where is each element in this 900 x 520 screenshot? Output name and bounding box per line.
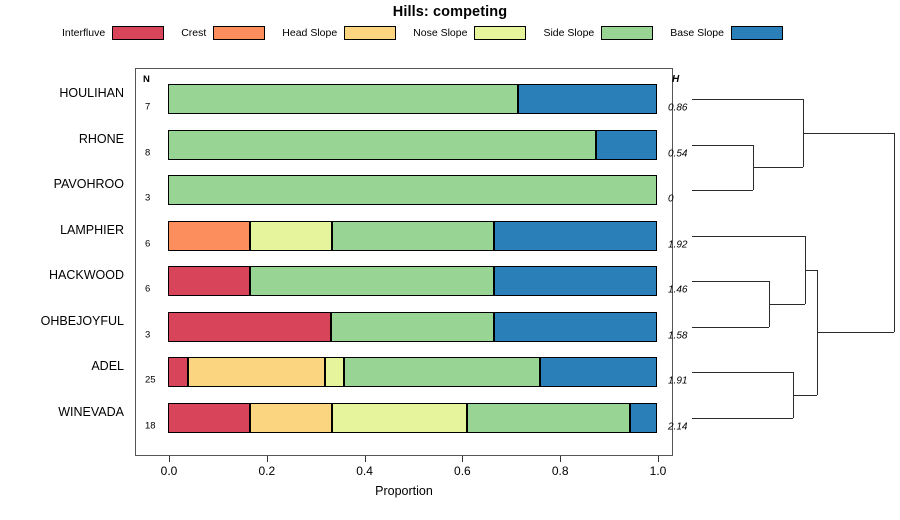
legend-item: Nose Slope [413, 26, 527, 40]
x-axis-tick [364, 456, 366, 462]
n-value: 3 [145, 329, 151, 340]
dendrogram [690, 68, 900, 456]
x-axis-tick-label: 0.6 [454, 464, 471, 478]
dendrogram-link [692, 281, 769, 283]
x-axis-tick [462, 456, 464, 462]
y-axis-label: WINEVADA [58, 404, 124, 419]
x-axis-tick-label: 0.8 [551, 464, 569, 478]
x-axis-tick-label: 0.4 [356, 464, 373, 478]
legend-item: Side Slope [543, 26, 654, 40]
n-value: 25 [145, 374, 156, 386]
h-value: 0 [668, 193, 674, 205]
y-axis-label: HACKWOOD [49, 268, 124, 282]
legend-item-label: Nose Slope [413, 27, 468, 39]
n-column: N 7 8 3 6 6 3 25 18 [135, 68, 169, 456]
x-axis: 0.0 0.2 0.4 0.6 0.8 1.0 [135, 456, 673, 496]
n-value: 7 [145, 101, 151, 113]
legend-item: Head Slope [282, 26, 397, 40]
x-axis-tick-label: 0.0 [160, 464, 178, 478]
legend-swatch [601, 26, 654, 40]
dendrogram-link [692, 99, 804, 101]
n-value: 6 [145, 238, 151, 249]
dendrogram-link [768, 303, 806, 305]
dendrogram-link [692, 326, 769, 328]
n-column-header: N [143, 74, 150, 85]
y-axis-label: RHONE [78, 131, 124, 146]
x-axis-tick-label: 1.0 [649, 464, 667, 478]
dendrogram-link [793, 394, 818, 396]
legend: Interfluve Crest Head Slope Nose Slope Side … [62, 24, 842, 42]
x-axis-tick-label: 0.2 [258, 464, 276, 478]
legend-swatch [344, 26, 397, 40]
y-axis-label: OHBEJOYFUL [40, 313, 124, 328]
legend-swatch [730, 26, 783, 40]
legend-swatch [112, 26, 165, 40]
chart-title: Hills: competing [392, 4, 508, 20]
plot-area [135, 68, 673, 456]
h-value: 1.58 [668, 330, 688, 341]
legend-item-label: Crest [181, 27, 207, 39]
legend-item: Interfluve [62, 26, 165, 40]
legend-swatch [474, 26, 527, 40]
dendrogram-link [692, 417, 793, 419]
y-axis-label: ADEL [91, 359, 124, 373]
x-axis-tick [169, 456, 170, 462]
legend-item-label: Base Slope [670, 27, 724, 39]
legend-item-label: Interfluve [62, 27, 106, 39]
legend-item-label: Side Slope [543, 27, 595, 39]
n-value: 8 [145, 147, 151, 158]
legend-item: Base Slope [670, 26, 783, 40]
dendrogram-link [817, 332, 894, 334]
dendrogram-link [692, 190, 753, 192]
n-value: 6 [145, 283, 151, 295]
n-value: 3 [145, 192, 151, 204]
dendrogram-link [692, 144, 753, 146]
dendrogram-link [805, 269, 818, 271]
n-value: 18 [145, 420, 156, 431]
legend-swatch [213, 26, 266, 40]
dendrogram-link [692, 235, 806, 237]
dendrogram-link [894, 133, 896, 333]
dendrogram-link [803, 133, 894, 135]
h-column: H 0.86 0.54 0 1.92 1.46 1.58 1.91 2.14 [664, 68, 714, 456]
h-value: 0.86 [668, 102, 688, 114]
legend-item-label: Head Slope [282, 27, 338, 39]
x-axis-tick [266, 456, 268, 462]
x-axis-tick [560, 456, 562, 462]
legend-item: Crest [181, 26, 266, 40]
y-axis-label: LAMPHIER [60, 222, 124, 237]
h-value: 1.91 [668, 375, 688, 387]
y-axis-label: PAVOHROO [53, 177, 124, 191]
h-value: 1.92 [668, 239, 688, 250]
y-axis-label: HOULIHAN [59, 86, 124, 100]
h-value: 0.54 [668, 148, 688, 159]
x-axis-title: Proportion [375, 484, 433, 498]
h-value: 1.46 [668, 284, 688, 296]
dendrogram-link [752, 167, 804, 169]
y-axis-labels: HOULIHAN RHONE PAVOHROO LAMPHIER HACKWOOD OHB… [0, 68, 130, 456]
h-value: 2.14 [668, 421, 688, 432]
dendrogram-link [692, 372, 793, 374]
h-column-header: H [672, 74, 680, 85]
x-axis-tick [658, 456, 659, 462]
